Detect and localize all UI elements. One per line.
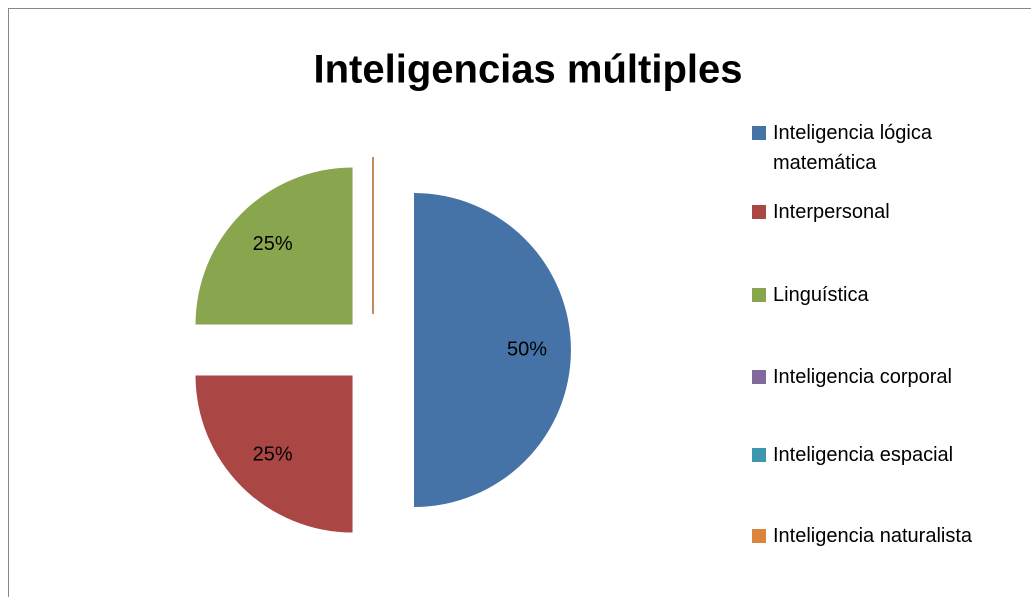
legend-swatch bbox=[752, 448, 766, 462]
legend-swatch bbox=[752, 370, 766, 384]
legend-label: Linguística bbox=[773, 284, 869, 306]
legend-swatch bbox=[752, 529, 766, 543]
legend-swatch bbox=[752, 205, 766, 219]
legend-label: Inteligencia espacial bbox=[773, 444, 954, 466]
legend-item: Inteligencia naturalista bbox=[752, 521, 1022, 551]
legend-label: Inteligencia corporal bbox=[773, 366, 952, 388]
legend-label: Inteligencia naturalista bbox=[773, 525, 973, 547]
data-label: 50% bbox=[507, 338, 547, 360]
legend-item: Inteligencia lógica matemática bbox=[752, 118, 1022, 178]
data-label: 25% bbox=[253, 233, 293, 255]
legend-item: Interpersonal bbox=[752, 197, 1022, 227]
data-label: 25% bbox=[253, 444, 293, 466]
legend-swatch bbox=[752, 288, 766, 302]
chart-title: Inteligencias múltiples bbox=[313, 48, 742, 92]
legend-swatch bbox=[752, 126, 766, 140]
legend-label: Inteligencia lógica matemática bbox=[773, 122, 932, 174]
legend-item: Linguística bbox=[752, 280, 1022, 310]
legend-item: Inteligencia espacial bbox=[752, 440, 1022, 470]
legend-item: Inteligencia corporal bbox=[752, 362, 1022, 392]
pie-slice bbox=[414, 193, 571, 507]
legend-label: Interpersonal bbox=[773, 201, 890, 223]
pie-slice bbox=[195, 375, 353, 533]
pie-slice bbox=[195, 167, 353, 325]
